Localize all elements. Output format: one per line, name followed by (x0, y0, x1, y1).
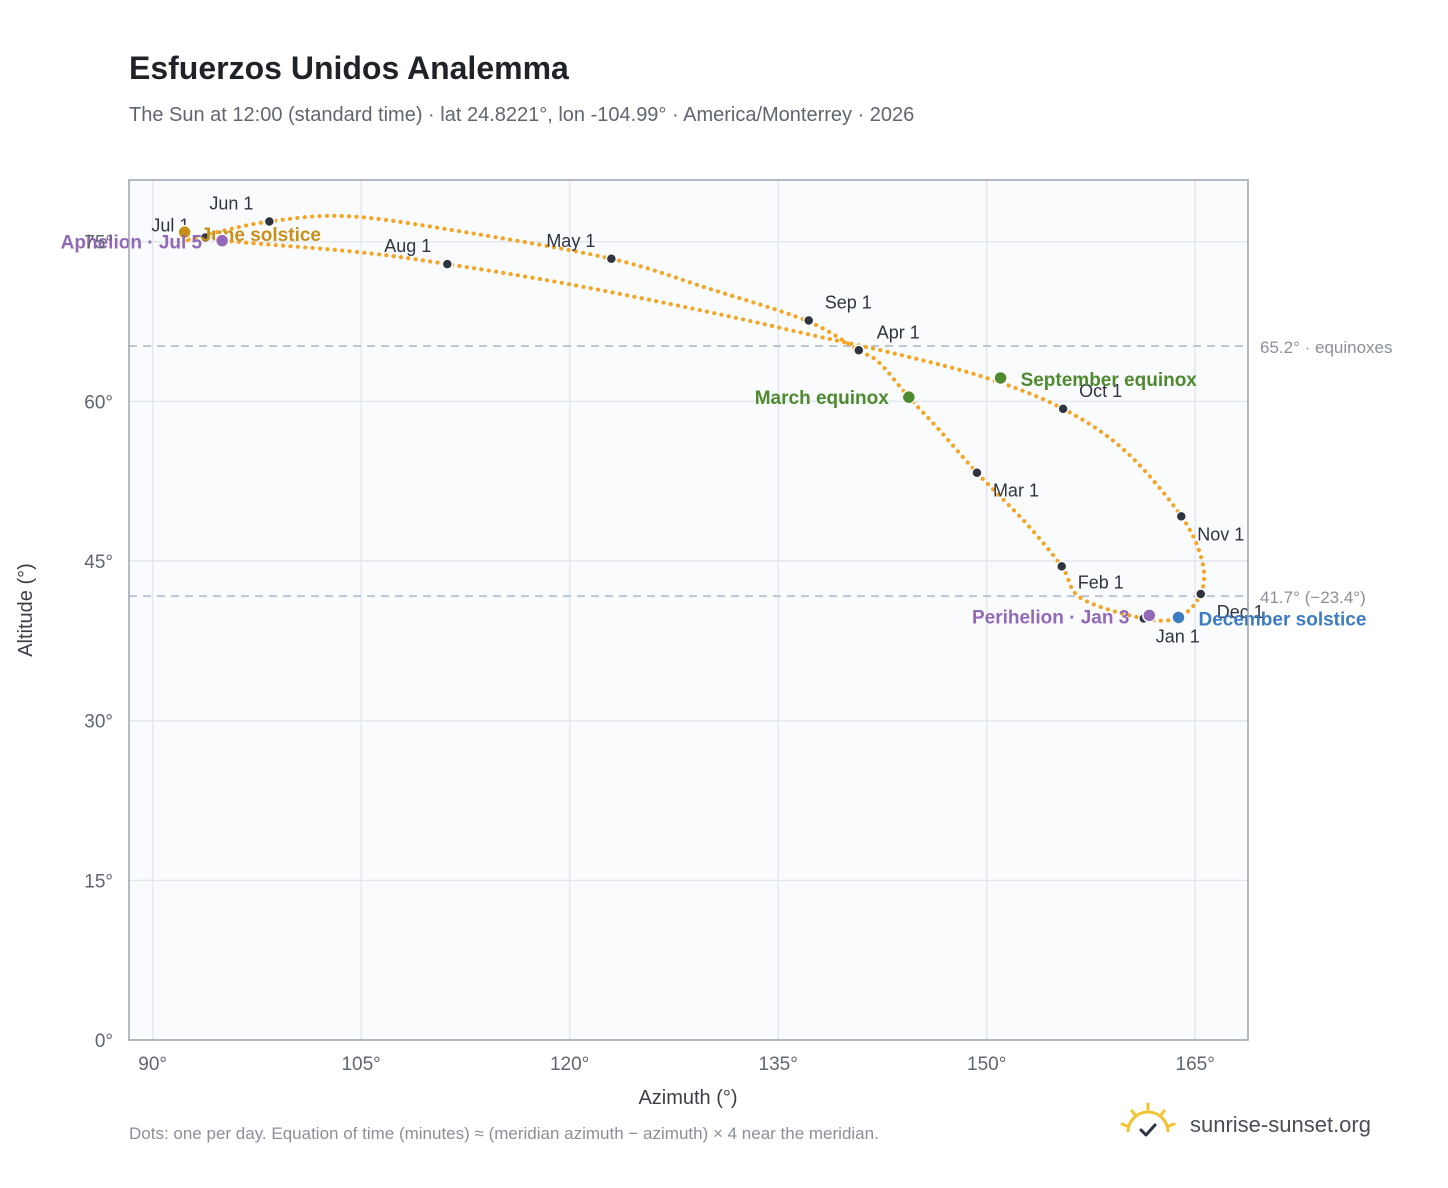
month-marker (802, 314, 815, 327)
event-label: March equinox (755, 388, 890, 409)
month-marker (199, 231, 212, 244)
y-axis-label: Altitude (°) (15, 563, 37, 657)
month-marker (1175, 510, 1188, 523)
event-marker (993, 370, 1008, 386)
analemma-path (182, 213, 1207, 623)
reference-line-label: 41.7° (−23.4°) (1260, 588, 1366, 607)
reference-lines: 65.2° · equinoxes 41.7° (−23.4°) (129, 338, 1393, 607)
month-label: Mar 1 (993, 481, 1039, 501)
month-marker (605, 253, 618, 265)
x-tick-label: 105° (341, 1054, 380, 1075)
y-tick-label: 60° (84, 392, 113, 413)
y-tick-label: 75° (84, 233, 113, 254)
chart-subtitle: The Sun at 12:00 (standard time) · lat 2… (129, 104, 915, 126)
event-label: September equinox (1021, 370, 1198, 391)
sun-check-icon (1120, 1102, 1176, 1137)
footnote: Dots: one per day. Equation of time (min… (129, 1124, 879, 1143)
month-marker (441, 258, 454, 270)
month-marker (853, 344, 865, 357)
y-tick-label: 0° (95, 1031, 113, 1052)
brand[interactable]: sunrise-sunset.org (1120, 1102, 1390, 1146)
event-label: Aphelion · Jul 5 (61, 233, 203, 254)
event-marker (214, 233, 230, 248)
month-label: Nov 1 (1197, 524, 1244, 544)
event-label: June solstice (201, 225, 321, 246)
x-tick-label: 150° (967, 1054, 1006, 1075)
y-tick-label: 30° (84, 712, 113, 733)
event-marker (1142, 608, 1157, 623)
month-marker (263, 215, 276, 228)
month-label: Jun 1 (209, 194, 253, 214)
x-tick-label: 135° (759, 1054, 798, 1075)
month-marker (1057, 403, 1069, 415)
x-tick-label: 165° (1176, 1054, 1215, 1075)
analemma-curve (182, 213, 1207, 623)
x-tick-label: 90° (138, 1054, 167, 1075)
y-tick-label: 15° (84, 871, 113, 892)
month-marker (1055, 560, 1068, 573)
axis-ticks: 90° 105° 120° 135° 150° 165° 0° 15° 30° 45° 60° 75° (84, 233, 1215, 1075)
month-marker (971, 466, 983, 479)
event-marker (1171, 610, 1186, 625)
brand-name: sunrise-sunset.org (1190, 1112, 1371, 1137)
x-tick-label: 120° (550, 1054, 589, 1075)
event-marker (177, 224, 192, 240)
event-label: Perihelion · Jan 3 (972, 607, 1129, 628)
event-label: December solstice (1198, 609, 1366, 630)
plot-border (128, 179, 1249, 1041)
month-label: Aug 1 (384, 236, 431, 256)
month-label: Feb 1 (1078, 572, 1124, 592)
month-marker (1194, 588, 1207, 600)
event-markers: March equinox September equinox June solst… (61, 224, 1366, 630)
month-label: Oct 1 (1079, 381, 1122, 401)
month-label: Sep 1 (825, 292, 872, 312)
month-label: Apr 1 (877, 322, 920, 342)
month-label: May 1 (546, 231, 595, 251)
x-axis-label: Azimuth (°) (638, 1087, 737, 1109)
month-label: Dec 1 (1217, 602, 1264, 622)
plot-area (129, 180, 1248, 1040)
chart-title: Esfuerzos Unidos Analemma (129, 50, 569, 86)
reference-line-label: 65.2° · equinoxes (1260, 338, 1393, 357)
event-marker (901, 389, 917, 405)
y-tick-label: 45° (84, 552, 113, 573)
month-label: Jan 1 (1156, 627, 1200, 647)
